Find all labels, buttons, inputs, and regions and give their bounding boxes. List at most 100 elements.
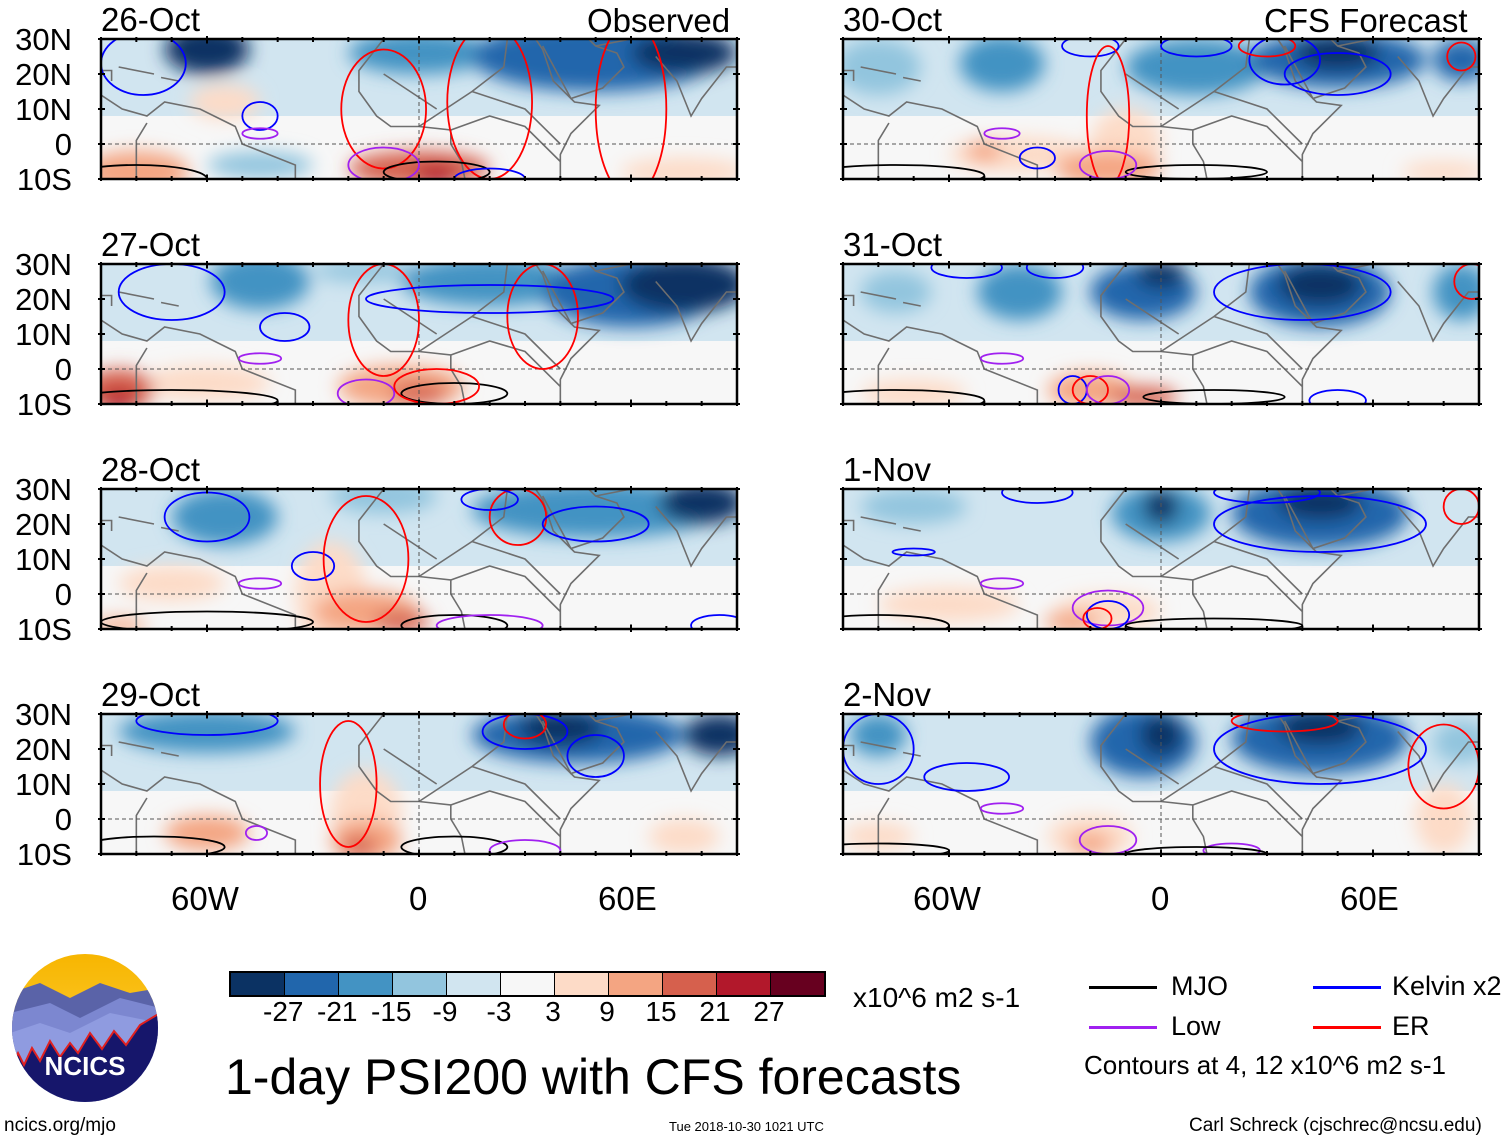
coastline	[135, 797, 148, 854]
contour-k	[1213, 489, 1321, 504]
psi-anomaly	[850, 714, 907, 756]
contour-k	[365, 284, 615, 314]
coastline	[1213, 765, 1303, 820]
contour-mjo	[400, 614, 509, 629]
contour-k	[541, 505, 650, 543]
psi-anomaly	[977, 264, 1063, 320]
coastline	[902, 751, 921, 757]
panel-date: 27-Oct	[101, 226, 201, 263]
coastline	[418, 489, 509, 578]
contour-k	[1248, 39, 1321, 86]
psi-anomaly	[1433, 264, 1479, 320]
coastline	[118, 291, 155, 300]
coastline	[1100, 39, 1208, 179]
contour-k	[117, 264, 226, 321]
panel-date: 29-Oct	[101, 676, 201, 713]
psi-anomaly	[1136, 264, 1186, 289]
psi-anomaly	[472, 489, 720, 538]
coastline	[1397, 280, 1479, 343]
contour-er	[322, 495, 410, 623]
coastline	[418, 39, 509, 128]
coastline	[1160, 264, 1251, 353]
lat-label: 30N	[15, 247, 72, 282]
contour-k	[290, 551, 336, 581]
contour-er	[319, 720, 378, 848]
observed-label: Observed	[587, 2, 731, 39]
contour-k	[923, 762, 1010, 792]
psi-anomaly	[860, 379, 967, 404]
coastline	[843, 769, 1039, 854]
contour-er	[1453, 264, 1479, 300]
coastline	[655, 730, 737, 793]
footer-url[interactable]: ncics.org/mjo	[4, 1115, 116, 1136]
psi-field	[860, 264, 1479, 404]
lat-label: 30N	[15, 697, 72, 732]
psi-anomaly	[118, 566, 225, 601]
coastline	[655, 55, 737, 118]
contour-er	[340, 48, 427, 170]
coastline	[471, 765, 561, 820]
coastline	[471, 90, 561, 145]
contour-k	[1085, 600, 1131, 629]
coastline	[101, 769, 297, 854]
contour-k	[1213, 495, 1427, 553]
panel-date: 28-Oct	[101, 451, 201, 488]
coastline	[1213, 315, 1303, 370]
colorbar-label: -3	[486, 996, 512, 1027]
psi-anomaly	[620, 264, 737, 313]
coastline	[1276, 489, 1343, 629]
psi-anomaly	[341, 836, 377, 854]
coastline	[877, 572, 890, 629]
psi-anomaly	[1295, 39, 1381, 71]
coastline	[383, 748, 438, 785]
psi-anomaly	[164, 815, 250, 851]
coastline	[534, 39, 601, 179]
coastline	[471, 315, 561, 370]
contour-k	[259, 312, 311, 342]
contour-er	[1446, 41, 1477, 72]
coastline	[1125, 523, 1180, 560]
colorbar-swatch	[285, 973, 339, 995]
contour-er	[1237, 39, 1297, 58]
contour-k	[1213, 264, 1392, 321]
contour-er	[347, 264, 420, 377]
contour-k	[101, 39, 187, 96]
coastline	[902, 526, 921, 532]
psi-anomaly	[959, 39, 1045, 92]
coastline	[843, 319, 1039, 404]
psi-anomaly	[1055, 151, 1161, 179]
psi-anomaly	[966, 140, 1002, 162]
contour-k	[1061, 39, 1120, 58]
colorbar-swatch	[555, 973, 609, 995]
contour-mjo	[1142, 389, 1286, 404]
contour-mjo	[1124, 617, 1304, 629]
contour-k	[843, 714, 915, 785]
coastline	[471, 540, 561, 595]
colorbar-swatch	[393, 973, 447, 995]
contour-k	[690, 614, 737, 629]
coastline	[1100, 489, 1208, 629]
contour-er	[506, 264, 579, 370]
coastline	[135, 572, 148, 629]
psi-anomaly	[648, 819, 720, 854]
coastline	[1397, 505, 1479, 568]
colorbar-swatch	[339, 973, 393, 995]
map-panel	[840, 486, 1482, 632]
colorbar-label: -15	[371, 996, 412, 1027]
colorbar-label: 27	[753, 996, 785, 1027]
contour-l	[979, 802, 1025, 815]
colorbar-swatch	[771, 973, 824, 995]
legend-kelvin-line	[1313, 986, 1381, 989]
coastline	[118, 516, 155, 525]
coastline	[358, 264, 466, 404]
coastline	[383, 298, 438, 335]
lat-label: 10N	[15, 767, 72, 802]
coastline	[1100, 714, 1208, 854]
coastline	[118, 741, 155, 750]
lat-label: 0	[54, 352, 72, 387]
contour-er	[393, 368, 480, 404]
psi-anomaly	[1277, 264, 1363, 306]
colorbar-swatch	[447, 973, 501, 995]
contour-mjo	[843, 389, 986, 404]
psi-anomaly	[1433, 721, 1479, 763]
